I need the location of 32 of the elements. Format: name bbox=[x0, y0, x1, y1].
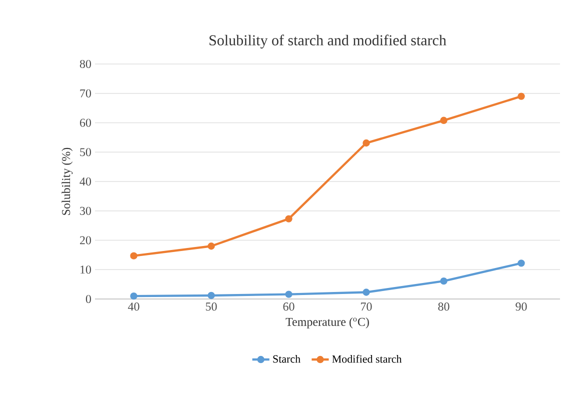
point bbox=[440, 116, 448, 124]
point bbox=[362, 139, 370, 147]
x-tick-label: 90 bbox=[516, 302, 527, 311]
chart-title: Solubility of starch and modified starch bbox=[210, 34, 446, 48]
x-tick-label: 70 bbox=[361, 302, 372, 311]
legend-label: Modified starch bbox=[332, 354, 402, 363]
point bbox=[362, 288, 370, 296]
y-tick-label: 50 bbox=[80, 148, 92, 156]
y-tick-label: 80 bbox=[80, 60, 92, 68]
x-tick-label: 60 bbox=[283, 302, 294, 311]
y-tick-label: 40 bbox=[80, 177, 92, 186]
point bbox=[130, 252, 138, 260]
point bbox=[285, 215, 292, 222]
point bbox=[208, 242, 215, 250]
y-tick-label: 0 bbox=[86, 294, 92, 304]
point bbox=[440, 277, 448, 285]
y-tick-label: 60 bbox=[80, 118, 92, 127]
y-tick-label: 30 bbox=[80, 206, 92, 215]
point bbox=[130, 292, 138, 300]
y-tick-label: 10 bbox=[80, 266, 92, 274]
point bbox=[518, 260, 525, 267]
x-tick-label: 50 bbox=[206, 302, 217, 311]
x-tick-label: 40 bbox=[128, 302, 140, 311]
y-axis-title: Solubility (%) bbox=[62, 148, 73, 215]
point bbox=[208, 292, 215, 300]
y-tick-label: 20 bbox=[80, 236, 92, 244]
y-tick-label: 70 bbox=[80, 89, 92, 98]
x-tick-label: 80 bbox=[438, 302, 450, 311]
point bbox=[285, 290, 292, 298]
legend-label: Starch bbox=[273, 354, 300, 363]
x-axis-title: Temperature ($^{o}$C) bbox=[286, 317, 369, 328]
point bbox=[518, 92, 525, 100]
